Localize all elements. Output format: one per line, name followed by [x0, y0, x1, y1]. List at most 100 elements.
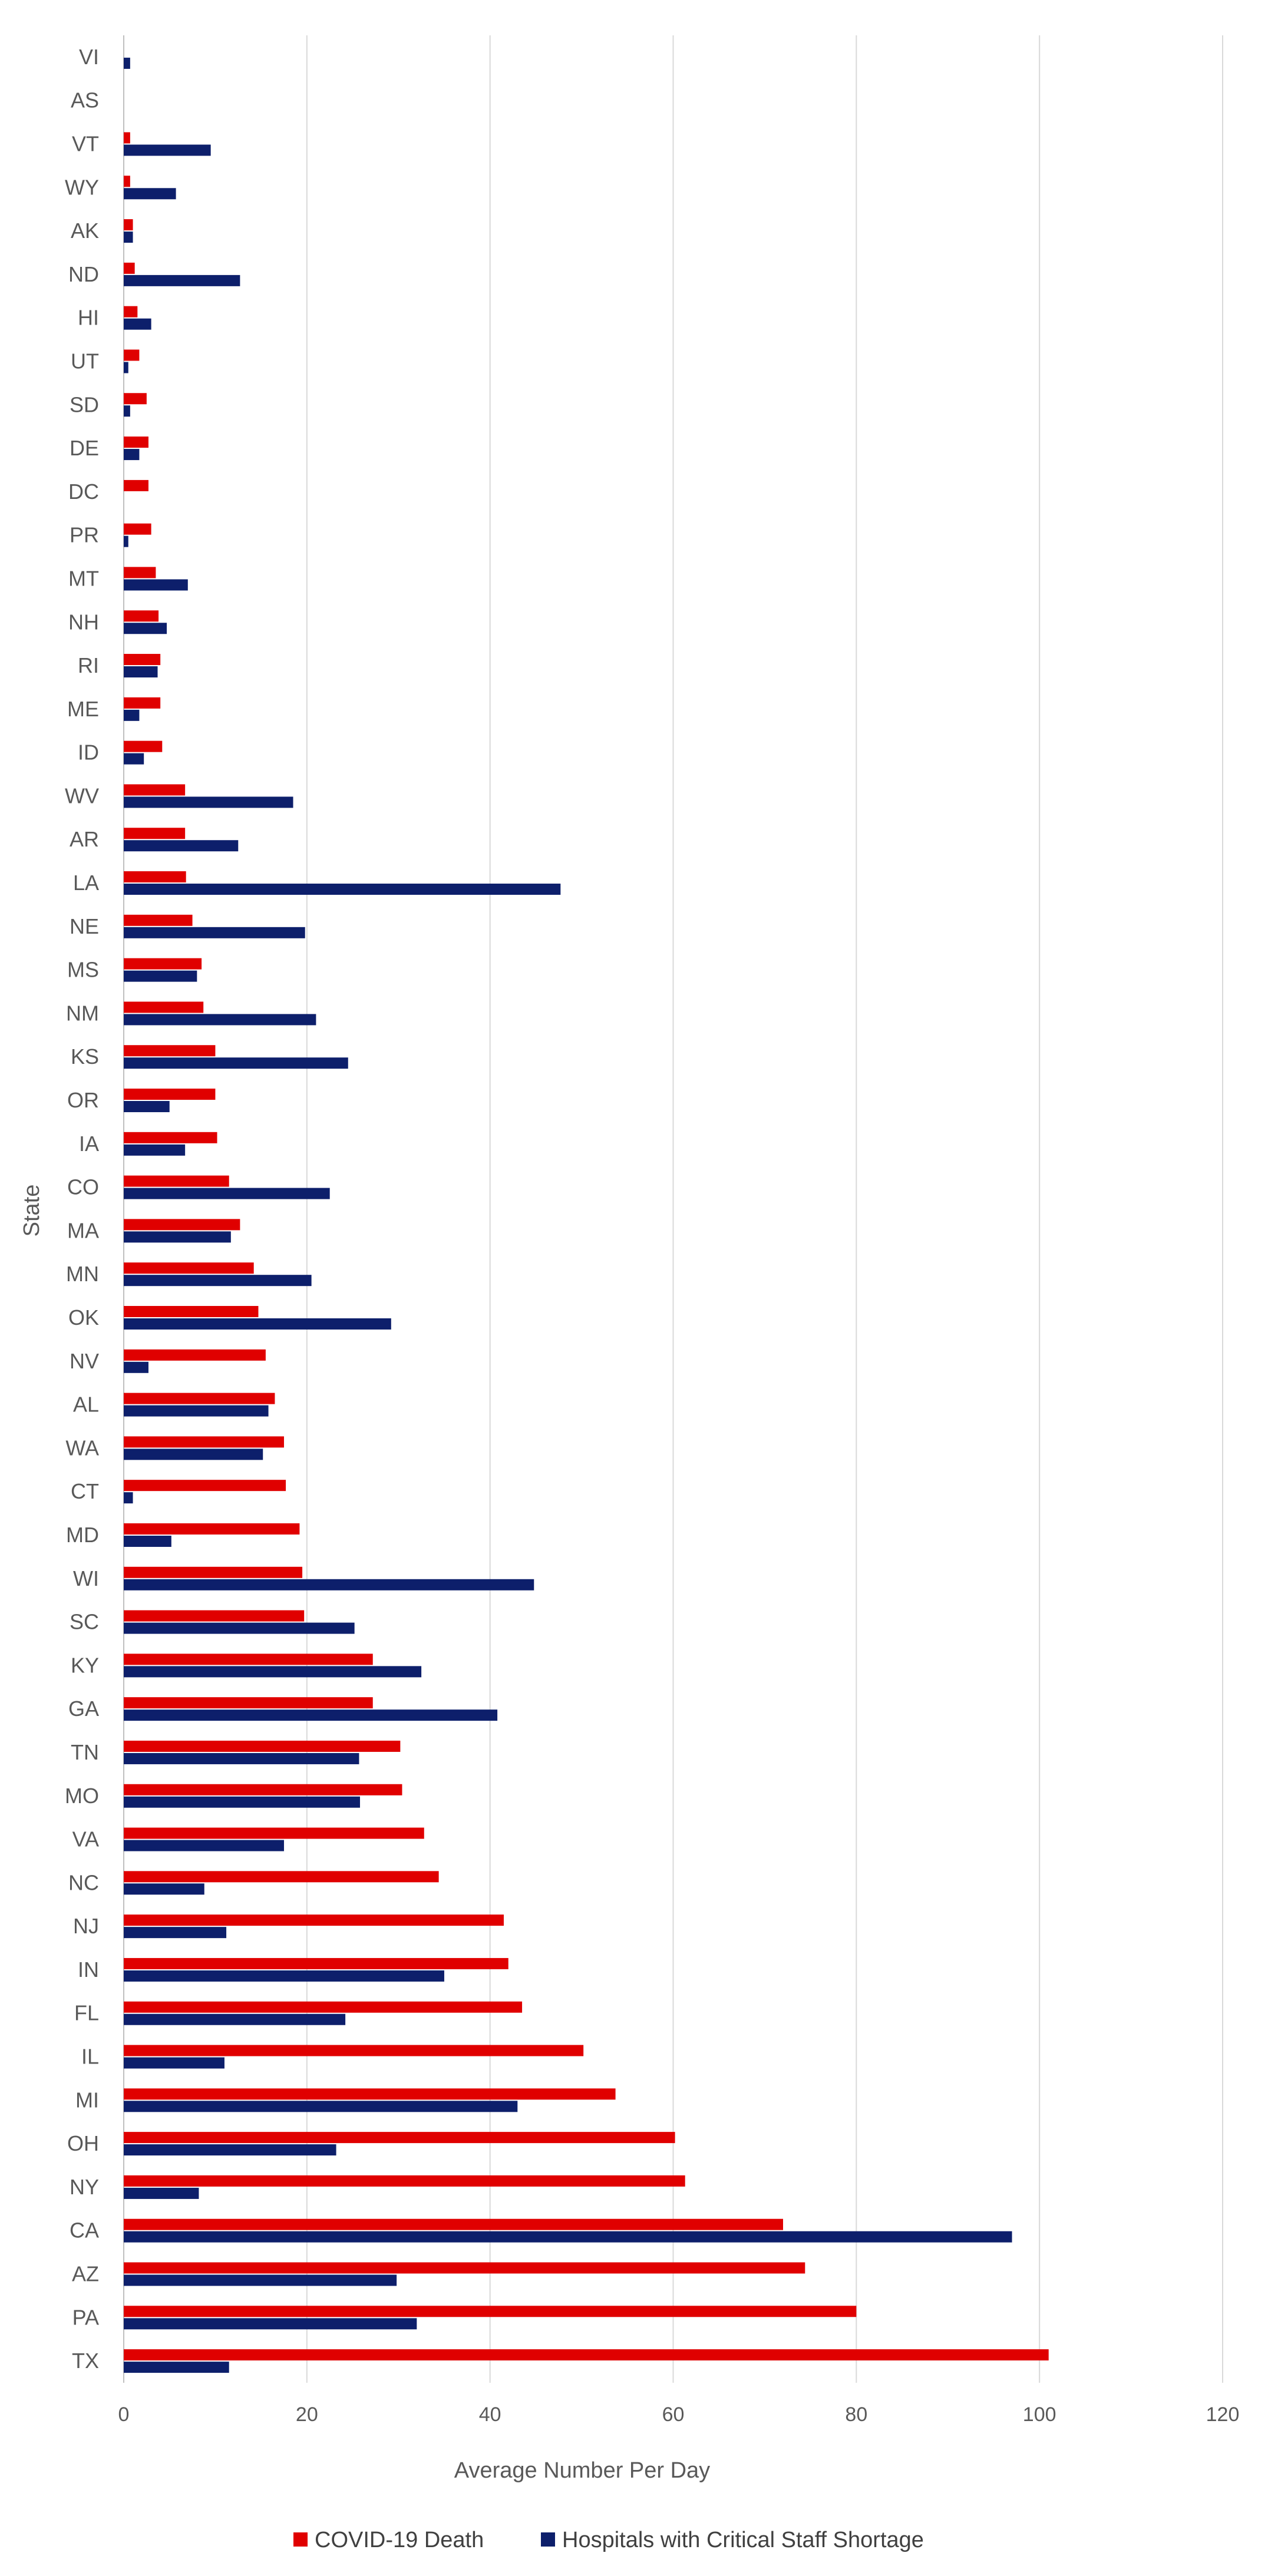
bar-covid-death-ga [124, 1697, 373, 1709]
bar-covid-death-il [124, 2045, 584, 2056]
bar-staff-shortage-al [124, 1405, 269, 1417]
state-label-wi: WI [73, 1566, 99, 1590]
state-tick-labels: VI AS VT WY AK ND HI UT SD DE DC PR MT NH RI ME ID WV AR LA… [65, 45, 99, 2373]
state-label-pr: PR [70, 523, 99, 547]
bar-staff-shortage-wa [124, 1449, 263, 1460]
bar-covid-death-oh [124, 2132, 675, 2144]
bar-covid-death-sd [124, 393, 147, 405]
bar-covid-death-nc [124, 1871, 439, 1883]
bar-staff-shortage-la [124, 884, 561, 895]
state-label-nd: ND [68, 262, 99, 286]
state-label-in: IN [78, 1957, 99, 1982]
bar-covid-death-az [124, 2262, 805, 2274]
bar-staff-shortage-nd [124, 275, 240, 286]
state-label-tx: TX [72, 2349, 99, 2373]
bar-staff-shortage-de [124, 449, 140, 461]
bar-staff-shortage-sc [124, 1622, 355, 1634]
bar-staff-shortage-wv [124, 796, 293, 808]
state-label-ne: NE [70, 914, 99, 938]
state-label-oh: OH [67, 2131, 99, 2155]
bar-staff-shortage-vi [124, 57, 130, 69]
state-label-sd: SD [70, 392, 99, 416]
state-label-ca: CA [70, 2218, 99, 2243]
x-tick-labels: 0 20 40 60 80 100 120 [118, 2403, 1240, 2426]
state-label-vi: VI [79, 45, 99, 69]
bar-staff-shortage-or [124, 1101, 170, 1113]
bar-staff-shortage-ia [124, 1144, 186, 1156]
state-label-ny: NY [70, 2175, 99, 2199]
x-tick-label-0: 0 [118, 2403, 130, 2426]
legend-label-staff-shortage: Hospitals with Critical Staff Shortage [562, 2528, 924, 2552]
bar-staff-shortage-me [124, 709, 140, 721]
state-label-wy: WY [65, 175, 99, 199]
state-label-ma: MA [67, 1218, 99, 1242]
bar-staff-shortage-ca [124, 2231, 1012, 2243]
bar-staff-shortage-nj [124, 1927, 227, 1939]
bar-staff-shortage-mn [124, 1275, 312, 1287]
bar-covid-death-co [124, 1175, 229, 1187]
bar-staff-shortage-ct [124, 1492, 133, 1504]
state-label-la: LA [73, 871, 99, 895]
bar-staff-shortage-ar [124, 840, 239, 852]
bar-covid-death-ca [124, 2218, 783, 2230]
bar-covid-death-de [124, 437, 148, 448]
bar-staff-shortage-in [124, 1970, 444, 1982]
bar-covid-death-pa [124, 2306, 857, 2317]
state-label-pa: PA [72, 2305, 99, 2329]
bar-covid-death-or [124, 1089, 216, 1100]
bar-staff-shortage-co [124, 1188, 330, 1199]
state-label-ar: AR [70, 827, 99, 851]
bar-staff-shortage-mt [124, 579, 188, 591]
bar-covid-death-nd [124, 262, 135, 274]
bar-staff-shortage-il [124, 2057, 224, 2069]
state-label-nc: NC [68, 1870, 99, 1894]
bar-covid-death-ms [124, 958, 202, 970]
state-label-ga: GA [68, 1697, 99, 1721]
state-label-vt: VT [72, 131, 99, 156]
bar-covid-death-nm [124, 1001, 204, 1013]
state-label-co: CO [67, 1175, 99, 1199]
legend-label-covid-death: COVID-19 Death [315, 2528, 484, 2552]
x-axis-title: Average Number Per Day [454, 2458, 710, 2483]
x-tick-label-60: 60 [662, 2403, 685, 2426]
bar-staff-shortage-nv [124, 1361, 148, 1373]
bar-staff-shortage-ny [124, 2187, 199, 2199]
bar-covid-death-dc [124, 480, 148, 491]
bar-covid-death-nh [124, 610, 159, 622]
bar-covid-death-ak [124, 219, 133, 231]
y-axis-title: State [19, 1185, 44, 1237]
state-label-fl: FL [74, 2001, 99, 2025]
bar-covid-death-in [124, 1957, 508, 1969]
bar-staff-shortage-az [124, 2274, 397, 2286]
bar-staff-shortage-hi [124, 318, 151, 330]
bar-covid-death-wi [124, 1566, 303, 1578]
state-label-ia: IA [79, 1132, 99, 1156]
state-label-wa: WA [65, 1436, 99, 1460]
bar-covid-death-tn [124, 1740, 401, 1752]
state-label-nh: NH [68, 610, 99, 634]
bar-staff-shortage-ok [124, 1318, 391, 1330]
state-label-mo: MO [65, 1784, 99, 1808]
bar-covid-death-ky [124, 1654, 373, 1665]
bar-covid-death-md [124, 1523, 300, 1535]
bar-covid-death-ny [124, 2175, 685, 2187]
bar-covid-death-va [124, 1827, 424, 1839]
state-label-al: AL [73, 1393, 99, 1417]
bar-staff-shortage-sd [124, 405, 130, 417]
state-label-ok: OK [68, 1305, 99, 1330]
bar-staff-shortage-pa [124, 2318, 417, 2330]
x-tick-label-100: 100 [1023, 2403, 1056, 2426]
state-label-as: AS [71, 88, 99, 113]
bar-covid-death-ne [124, 914, 193, 926]
bar-staff-shortage-va [124, 1840, 284, 1851]
state-label-nj: NJ [73, 1914, 99, 1938]
bar-staff-shortage-nm [124, 1014, 316, 1026]
x-tick-label-20: 20 [296, 2403, 318, 2426]
state-label-il: IL [81, 2045, 99, 2069]
bar-covid-death-wy [124, 176, 130, 187]
state-label-ak: AK [71, 219, 99, 243]
state-label-nv: NV [70, 1349, 99, 1373]
bar-staff-shortage-ks [124, 1057, 348, 1069]
legend: COVID-19 Death Hospitals with Critical S… [293, 2528, 924, 2552]
bar-staff-shortage-pr [124, 535, 128, 547]
